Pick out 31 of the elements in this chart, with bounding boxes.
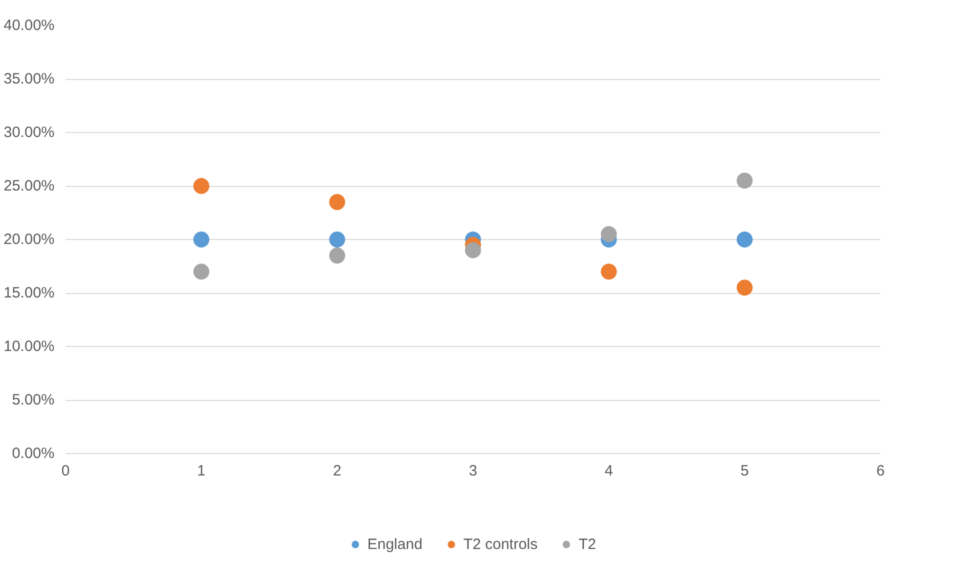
y-tick-label: 20.00% [4,231,54,248]
x-tick-label: 6 [876,462,885,480]
y-tick-label: 25.00% [4,178,54,194]
x-tick-label: 0 [61,462,70,480]
point [193,178,210,194]
point [329,232,346,248]
legend-label: T2 [578,536,598,552]
point [736,172,753,189]
point [329,194,346,210]
x-tick-label: 1 [197,462,206,480]
y-tick-label: 40.00% [4,17,54,34]
legend-label: England [367,536,422,552]
x-tick-label: 2 [332,462,342,480]
y-tick-label: 15.00% [4,284,54,302]
x-tick-label: 4 [604,462,614,480]
point [600,264,617,280]
x-tick-label: 3 [468,462,478,480]
legend-label: T2 controls [463,536,538,552]
point [329,248,346,264]
point [465,242,481,258]
y-tick-label: 10.00% [4,338,54,355]
point [736,232,753,248]
y-tick-label: 35.00% [4,70,54,88]
point [193,264,210,280]
point [600,226,617,242]
point [193,232,210,248]
y-tick-label: 30.00% [4,124,54,141]
point [736,280,753,296]
y-tick-label: 0.00% [12,445,55,462]
y-tick-label: 5.00% [12,392,55,408]
x-tick-label: 5 [740,462,749,480]
